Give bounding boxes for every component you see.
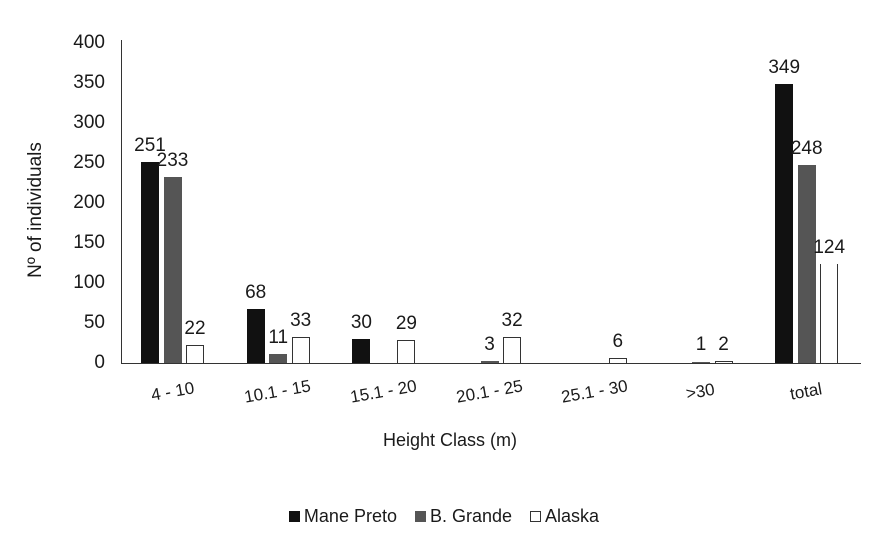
- y-tick-label: 300: [73, 112, 105, 133]
- legend-item-mane-preto: Mane Preto: [288, 506, 397, 527]
- bar-mane-preto: [352, 339, 371, 363]
- value-label: 30: [350, 312, 372, 333]
- legend-swatch-icon: [288, 511, 300, 522]
- value-label: 29: [395, 312, 417, 334]
- value-label: 248: [790, 137, 823, 159]
- x-tick-label: 4 - 10: [149, 378, 196, 405]
- legend-label: B. Grande: [429, 506, 513, 526]
- value-label: 3: [484, 333, 495, 355]
- y-tick-label: 50: [83, 312, 105, 333]
- x-tick-label: total: [788, 379, 824, 404]
- bar-mane-preto: [141, 162, 159, 363]
- bar-alaska: [714, 361, 733, 363]
- bar-b-grande: [480, 360, 499, 363]
- bar-alaska: [397, 339, 416, 363]
- bar-mane-preto: [775, 83, 794, 363]
- legend-item-b-grande: B. Grande: [414, 506, 513, 527]
- y-tick-label: 100: [73, 272, 105, 293]
- bar-b-grande: [163, 176, 182, 363]
- bar-b-grande: [797, 164, 816, 363]
- value-label: 11: [268, 327, 289, 349]
- y-tick-label: 350: [73, 72, 105, 93]
- x-tick-label: 15.1 - 20: [348, 376, 419, 407]
- bar-alaska: [186, 345, 204, 363]
- value-label: 22: [184, 318, 206, 340]
- x-axis-title: Height Class (m): [382, 430, 518, 450]
- legend-label: Alaska: [545, 506, 600, 526]
- value-label: 68: [245, 281, 267, 303]
- x-tick-label: >30: [684, 379, 717, 404]
- y-tick-label: 0: [94, 352, 105, 373]
- bar-alaska: [608, 358, 627, 363]
- y-tick-label: 250: [73, 152, 105, 173]
- value-label: 349: [768, 56, 801, 78]
- bar-mane-preto: [246, 308, 265, 363]
- bar-alaska: [503, 337, 522, 363]
- y-tick-label: 200: [73, 192, 105, 213]
- value-label: 1: [695, 334, 707, 356]
- value-label: 33: [290, 309, 312, 331]
- y-tick-label: 400: [73, 32, 105, 53]
- y-axis-title: Nº of individuals: [25, 142, 46, 278]
- legend: Mane Preto B. Grande Alaska: [0, 506, 880, 527]
- legend-item-alaska: Alaska: [530, 506, 599, 527]
- legend-swatch-icon: [414, 511, 426, 522]
- y-tick-label: 150: [73, 232, 105, 253]
- bar-b-grande: [692, 361, 710, 363]
- value-label: 32: [501, 310, 523, 332]
- legend-label: Mane Preto: [303, 506, 397, 526]
- bar-b-grande: [269, 354, 288, 363]
- legend-swatch-icon: [530, 511, 542, 522]
- x-tick-label: 20.1 - 25: [454, 376, 524, 407]
- bar-alaska: [820, 263, 839, 363]
- value-label: 233: [156, 149, 189, 171]
- value-label: 124: [813, 236, 846, 258]
- value-label: 6: [612, 331, 624, 353]
- x-tick-label: 10.1 - 15: [242, 376, 313, 407]
- value-label: 2: [718, 334, 729, 356]
- x-tick-label: 25.1 - 30: [560, 376, 630, 407]
- bar-alaska: [291, 336, 310, 363]
- y-axis-line: [121, 40, 122, 364]
- x-axis-line: [121, 363, 861, 364]
- value-label: 251: [134, 135, 166, 157]
